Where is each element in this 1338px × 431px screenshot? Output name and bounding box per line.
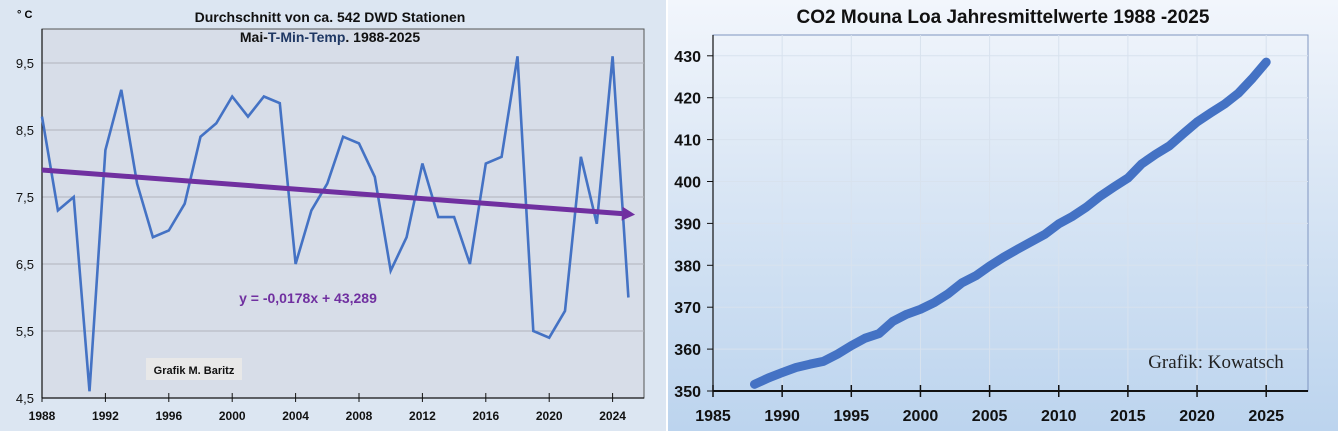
temperature-chart: 9,5 8,5 7,5 6,5 5,5 4,5 1988 1992 1996 2000 2004 2…	[16, 9, 645, 423]
credit-box	[146, 358, 242, 380]
right-y-tick-label: 430	[674, 49, 701, 66]
left-x-tick-label: 1988	[29, 409, 56, 423]
right-y-tick-label: 420	[674, 91, 701, 108]
right-x-tick-label: 2015	[1110, 408, 1146, 425]
left-x-tick-label: 2016	[472, 409, 499, 423]
left-credit: Grafik M. Baritz	[154, 365, 235, 377]
right-plot-area	[712, 34, 1309, 392]
left-chart-panel: 9,5 8,5 7,5 6,5 5,5 4,5 1988 1992 1996 2000 2004 2…	[0, 0, 666, 431]
left-chart-subtitle: Mai-T-Min-Temp. 1988-2025	[240, 29, 420, 45]
right-credit: Grafik: Kowatsch	[1148, 352, 1284, 373]
left-x-tick-label: 2024	[599, 409, 626, 423]
right-y-tick-label: 350	[674, 384, 701, 401]
right-x-tick-label: 1990	[764, 408, 800, 425]
left-plot-area	[41, 28, 645, 399]
temperature-series-line	[40, 56, 630, 392]
right-y-tick-label: 370	[674, 300, 701, 317]
trend-arrowhead	[621, 206, 636, 221]
co2-series-line	[750, 57, 1271, 389]
right-chart-title: CO2 Mouna Loa Jahresmittelwerte 1988 -20…	[797, 7, 1210, 28]
left-y-tick-label: 5,5	[16, 324, 34, 339]
right-x-tick-label: 2000	[903, 408, 939, 425]
right-y-tick-label: 360	[674, 342, 701, 359]
left-x-tick-label: 2000	[219, 409, 246, 423]
right-y-tick-label: 390	[674, 216, 701, 233]
right-chart-panel: 430 420 410 400 390 380 370 360 350 1985 1990 1995…	[668, 0, 1338, 431]
left-y-tick-label: 7,5	[16, 190, 34, 205]
left-x-tick-label: 2020	[536, 409, 563, 423]
left-x-tick-label: 2008	[346, 409, 373, 423]
right-x-tick-label: 1985	[695, 408, 731, 425]
right-x-tick-label: 2025	[1248, 408, 1284, 425]
right-x-tick-label: 2020	[1179, 408, 1215, 425]
left-x-tick-label: 2004	[282, 409, 309, 423]
right-y-tick-label: 400	[674, 175, 701, 192]
trend-equation: y = -0,0178x + 43,289	[239, 290, 377, 306]
left-y-unit: ° C	[17, 9, 32, 21]
left-y-tick-label: 4,5	[16, 391, 34, 406]
left-chart-title: Durchschnitt von ca. 542 DWD Stationen	[195, 9, 466, 25]
left-y-tick-label: 6,5	[16, 257, 34, 272]
left-x-tick-label: 2012	[409, 409, 436, 423]
left-x-tick-label: 1996	[155, 409, 182, 423]
left-x-tick-label: 1992	[92, 409, 119, 423]
trend-line	[41, 167, 623, 217]
left-y-tick-label: 8,5	[16, 123, 34, 138]
right-y-tick-label: 380	[674, 258, 701, 275]
left-y-tick-label: 9,5	[16, 56, 34, 71]
right-x-tick-label: 1995	[834, 408, 870, 425]
co2-chart: 430 420 410 400 390 380 370 360 350 1985 1990 1995…	[674, 7, 1309, 425]
right-x-tick-label: 2010	[1041, 408, 1077, 425]
right-y-tick-label: 410	[674, 133, 701, 150]
right-x-tick-label: 2005	[972, 408, 1008, 425]
